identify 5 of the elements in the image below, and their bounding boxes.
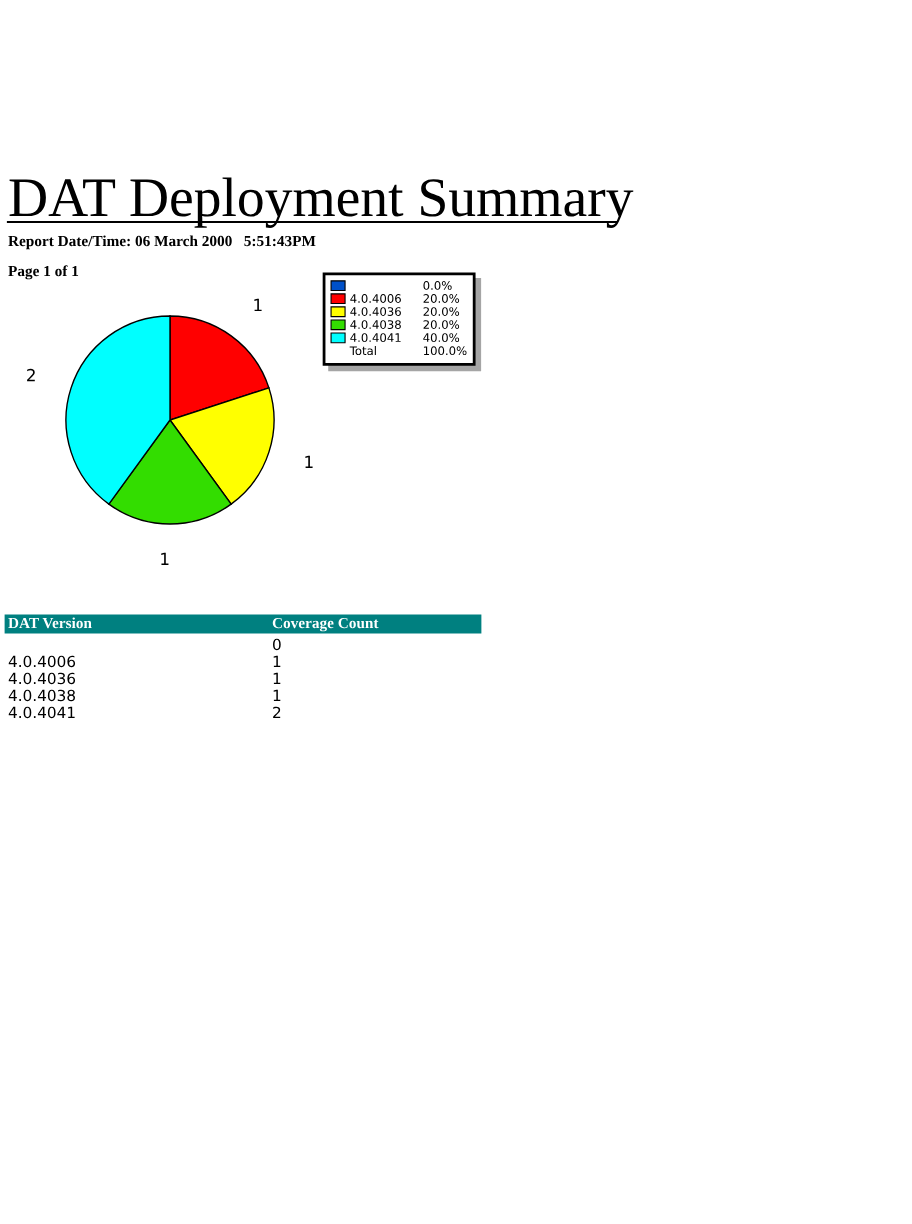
chart-title: DAT Deployment Summary [9,177,634,228]
data-label: 1 [305,455,313,468]
data-label: 2 [27,368,35,382]
data-label: 1 [161,552,169,565]
data-label: 1 [254,298,262,312]
